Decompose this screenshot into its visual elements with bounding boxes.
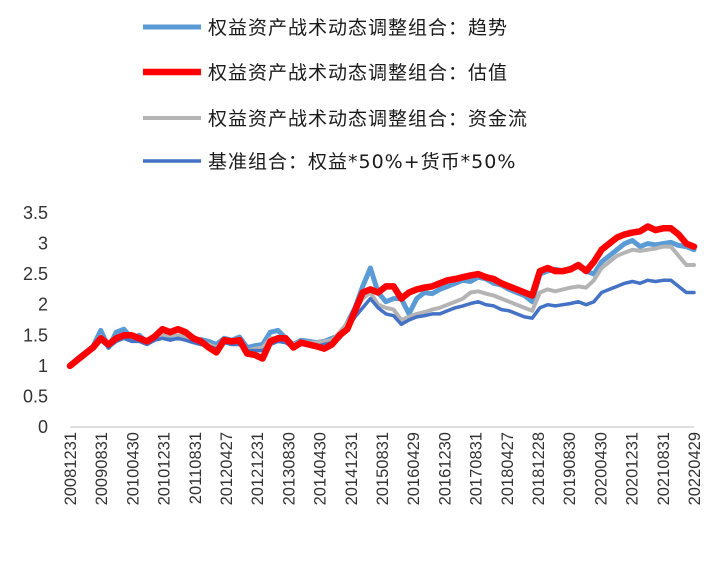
legend: 权益资产战术动态调整组合：趋势权益资产战术动态调整组合：估值权益资产战术动态调整… [143,17,528,173]
y-tick-label: 3 [38,234,48,254]
plot-area [66,223,698,370]
series-line-4 [68,278,696,368]
x-tick-label: 20100430 [124,432,142,505]
series-line-1 [67,238,697,369]
x-tick-label: 20121231 [249,432,267,505]
x-tick-label: 20110831 [187,432,205,504]
y-tick-label: 3.5 [23,203,48,223]
x-tick-label: 20181228 [530,432,548,505]
y-tick-label: 2.5 [23,264,48,284]
x-tick-label: 20150831 [374,432,392,505]
x-tick-label: 20101231 [156,432,174,505]
x-tick-label: 20190830 [561,432,579,505]
x-tick-label: 20170831 [468,432,486,505]
x-tick-label: 20140430 [312,432,330,505]
legend-label-1: 权益资产战术动态调整组合：趋势 [208,17,508,39]
x-tick-label: 20210831 [655,432,673,505]
y-tick-label: 1.5 [23,325,48,345]
legend-label-2: 权益资产战术动态调整组合：估值 [208,62,508,84]
x-tick-label: 20130830 [280,432,298,505]
series-line-3 [68,244,696,368]
x-tick-label: 20141231 [343,432,361,505]
legend-label-3: 权益资产战术动态调整组合：资金流 [208,108,528,130]
series-line-2 [66,223,698,370]
x-tick-label: 20161230 [436,432,454,505]
x-tick-label: 20201231 [624,432,642,505]
x-tick-label: 20180427 [499,432,517,505]
y-tick-label: 0.5 [23,386,48,406]
x-tick-label: 20120427 [218,432,236,505]
x-tick-label: 20220429 [686,432,704,505]
x-axis: 20081231 20090831 20100430 20101231 20110831… [62,426,704,505]
legend-label-4: 基准组合：权益*50%+货币*50% [208,151,516,173]
y-tick-label: 0 [38,417,48,437]
x-tick-label: 20160429 [405,432,423,505]
y-tick-label: 2 [38,295,48,315]
x-tick-label: 20081231 [62,432,80,505]
y-tick-label: 1 [38,356,48,376]
y-axis: 0 0.5 1 1.5 2 2.5 3 3.5 [23,203,48,437]
x-tick-label: 20200430 [592,432,610,505]
x-tick-label: 20090831 [93,432,111,505]
